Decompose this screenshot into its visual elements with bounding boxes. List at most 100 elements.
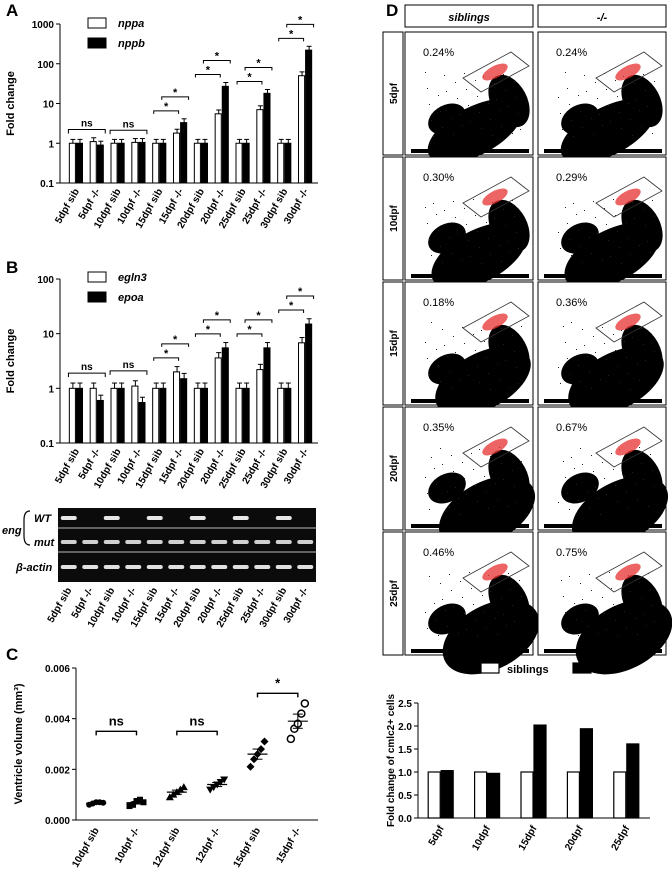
bar bbox=[110, 142, 118, 184]
facs-gate bbox=[595, 176, 663, 218]
column-header-box bbox=[404, 4, 534, 28]
facs-cell-cloud bbox=[411, 524, 529, 528]
facs-dot bbox=[584, 345, 585, 346]
facs-dot bbox=[458, 633, 459, 634]
facs-dot bbox=[427, 358, 428, 359]
panel-letter: D bbox=[386, 1, 398, 20]
facs-dot bbox=[514, 351, 515, 352]
x-tick-label: 10dpf -/- bbox=[113, 826, 142, 865]
facs-cell-cloud bbox=[411, 399, 529, 403]
facs-dot bbox=[591, 388, 592, 389]
facs-dot bbox=[609, 572, 610, 573]
bar bbox=[159, 387, 167, 444]
facs-gated-population bbox=[482, 188, 508, 206]
facs-dot bbox=[558, 232, 559, 233]
facs-dot bbox=[431, 120, 432, 121]
facs-dot bbox=[611, 588, 612, 589]
facs-gated-population bbox=[615, 313, 641, 331]
data-point bbox=[260, 737, 269, 746]
gate-percentage: 0.29% bbox=[556, 172, 587, 184]
facs-gated-population bbox=[615, 563, 641, 581]
facs-dot bbox=[624, 611, 625, 612]
x-tick-label: 20dpf bbox=[563, 823, 586, 852]
facs-dot bbox=[628, 103, 629, 104]
facs-dot bbox=[464, 343, 465, 344]
bar bbox=[110, 387, 118, 444]
facs-gated-population bbox=[482, 438, 508, 456]
significance-label: * bbox=[173, 334, 178, 346]
gel-band-actin bbox=[297, 565, 314, 569]
bar bbox=[96, 144, 104, 184]
bar bbox=[75, 142, 83, 184]
facs-dot bbox=[569, 104, 570, 105]
bar bbox=[533, 724, 547, 819]
facs-dot bbox=[654, 486, 655, 487]
facs-dot bbox=[440, 583, 441, 584]
facs-dot bbox=[582, 599, 583, 600]
row-header-box bbox=[382, 156, 404, 281]
y-tick-label: 0.1 bbox=[40, 439, 54, 450]
facs-dot bbox=[560, 113, 561, 114]
gel-band-actin bbox=[168, 565, 185, 569]
significance-label: * bbox=[206, 324, 211, 336]
facs-cell-cloud bbox=[561, 472, 599, 504]
facs-dot bbox=[444, 210, 445, 211]
facs-dot bbox=[492, 337, 493, 338]
x-tick-label: 15dpf sib bbox=[232, 826, 263, 868]
bar bbox=[221, 85, 229, 184]
facs-dot bbox=[449, 237, 450, 238]
facs-dot bbox=[652, 605, 653, 606]
facs-dot bbox=[560, 383, 561, 384]
y-tick-label: 0.000 bbox=[45, 816, 70, 827]
facs-dot bbox=[643, 209, 644, 210]
significance-bracket bbox=[95, 730, 138, 736]
bar bbox=[173, 371, 181, 444]
facs-dot bbox=[442, 329, 443, 330]
facs-dot bbox=[637, 634, 638, 635]
facs-dot bbox=[510, 454, 511, 455]
bar bbox=[277, 387, 285, 444]
bar bbox=[520, 771, 534, 819]
facs-gate bbox=[595, 426, 663, 468]
facs-dot bbox=[615, 350, 616, 351]
y-tick-label: 1000 bbox=[32, 20, 55, 31]
gel-band-mut bbox=[254, 540, 271, 544]
facs-dot bbox=[624, 476, 625, 477]
facs-dot bbox=[438, 635, 439, 636]
facs-gate bbox=[595, 301, 663, 343]
facs-dot bbox=[440, 111, 441, 112]
facs-dot bbox=[486, 222, 487, 223]
facs-dot bbox=[490, 456, 491, 457]
facs-cell-cloud bbox=[561, 222, 599, 254]
y-tick-label: 0.002 bbox=[45, 765, 70, 776]
y-tick-label: 1 bbox=[48, 139, 54, 150]
column-header: -/- bbox=[597, 12, 608, 24]
significance-label: * bbox=[256, 58, 261, 70]
facs-dot bbox=[510, 589, 511, 590]
y-tick-label: 10 bbox=[43, 100, 55, 111]
facs-dot bbox=[473, 469, 474, 470]
bar bbox=[284, 387, 292, 444]
facs-dot bbox=[433, 203, 434, 204]
bar bbox=[305, 323, 313, 444]
facs-dot bbox=[571, 457, 572, 458]
facs-cell-cloud bbox=[544, 649, 662, 653]
x-tick-label: 10dpf bbox=[470, 823, 493, 852]
facs-dot bbox=[628, 508, 629, 509]
facs-dot bbox=[512, 200, 513, 201]
bar bbox=[159, 142, 167, 184]
facs-dot bbox=[626, 492, 627, 493]
facs-dot bbox=[654, 351, 655, 352]
gel-band-wt bbox=[60, 516, 77, 520]
facs-dot bbox=[518, 113, 519, 114]
facs-dot bbox=[521, 461, 522, 462]
significance-bracket bbox=[202, 60, 231, 64]
facs-dot bbox=[503, 614, 504, 615]
facs-dot bbox=[499, 380, 500, 381]
gel-band-actin bbox=[211, 565, 228, 569]
facs-dot bbox=[602, 260, 603, 261]
gate-percentage: 0.75% bbox=[556, 547, 587, 559]
gel-band-actin bbox=[232, 565, 249, 569]
